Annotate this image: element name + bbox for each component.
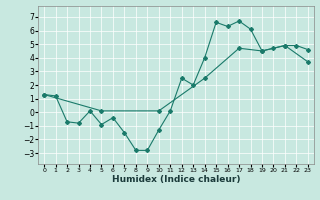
X-axis label: Humidex (Indice chaleur): Humidex (Indice chaleur) (112, 175, 240, 184)
